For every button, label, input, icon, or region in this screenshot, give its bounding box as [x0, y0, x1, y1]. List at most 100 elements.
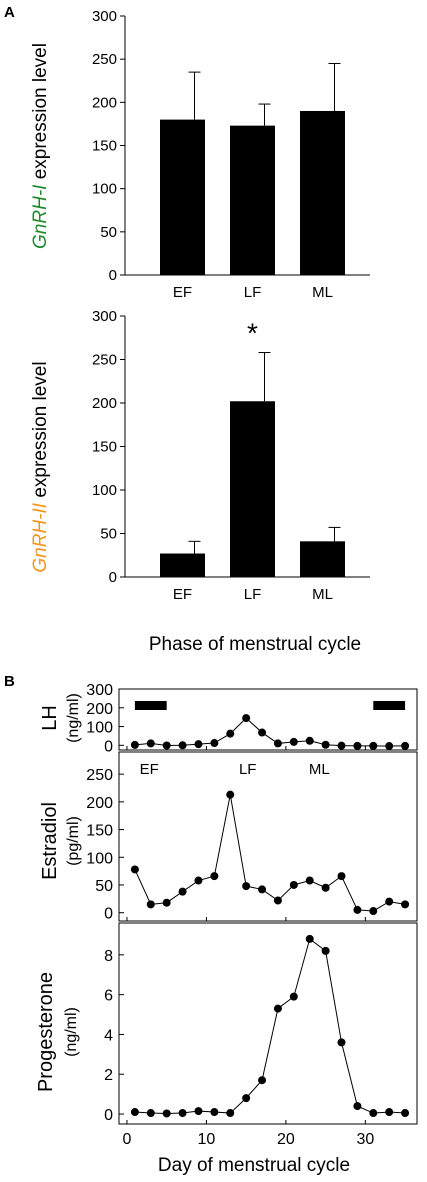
phase-bar [134, 701, 167, 710]
phase-bar [373, 701, 406, 710]
x-tick-label: LF [244, 284, 262, 301]
y-axis-label: Estradiol [39, 802, 61, 880]
y-tick-label: 6 [104, 988, 113, 1005]
y-tick-label: 50 [95, 878, 113, 895]
data-point [353, 741, 362, 750]
data-point [353, 1102, 362, 1111]
y-tick-label: 0 [109, 267, 117, 284]
panel-label-b: B [4, 673, 15, 690]
y-axis-unit: (ng/ml) [65, 693, 82, 743]
bar-ml [300, 541, 345, 577]
data-point [369, 741, 378, 750]
y-tick-label: 0 [104, 1107, 113, 1124]
data-point [401, 900, 410, 909]
y-tick-label: 100 [92, 482, 117, 499]
data-point [353, 905, 362, 914]
data-point [210, 739, 219, 748]
significance-marker: * [247, 318, 258, 349]
estradiol-line-chart: Estradiol (pg/ml) 0 50 100 150 200 250 EF LF ML [39, 751, 418, 923]
data-point [385, 1108, 394, 1117]
data-point [210, 872, 219, 881]
data-point [194, 1107, 203, 1116]
data-point [242, 882, 251, 891]
data-point [305, 736, 314, 745]
data-point [146, 739, 155, 748]
data-point [369, 1109, 378, 1118]
data-point [289, 737, 298, 746]
y-axis-label-gene: GnRH-I [30, 184, 51, 249]
y-tick-label: 50 [100, 526, 117, 543]
data-point [337, 872, 346, 881]
data-point [226, 790, 235, 799]
y-tick-label: 150 [92, 439, 117, 456]
y-axis-label-rest: expression level [30, 361, 51, 503]
y-tick-label: 200 [92, 94, 117, 111]
data-point [194, 740, 203, 749]
y-axis-label: GnRH-I expression level [30, 43, 51, 249]
x-tick-label: 10 [198, 1131, 216, 1148]
x-tick-label: 0 [122, 1131, 131, 1148]
x-axis-label: Day of menstrual cycle [158, 1155, 350, 1176]
x-tick-label: EF [173, 284, 192, 301]
phase-label: LF [239, 761, 257, 778]
bar-ml [300, 110, 345, 275]
data-point [178, 741, 187, 750]
y-tick-label: 150 [86, 823, 113, 840]
data-point [194, 876, 203, 885]
phase-label: EF [140, 761, 159, 778]
panel-label-a: A [4, 4, 15, 21]
y-tick-label: 100 [86, 720, 113, 737]
data-point [258, 1076, 267, 1085]
y-tick-label: 250 [92, 352, 117, 369]
data-point [273, 1004, 282, 1013]
data-point [385, 897, 394, 906]
data-point [321, 946, 330, 955]
bar-lf [230, 401, 275, 577]
data-point [210, 1108, 219, 1117]
svg-text:GnRH-II expression level: GnRH-II expression level [30, 361, 51, 572]
y-axis-label: GnRH-II expression level [30, 361, 51, 572]
bar-ef [160, 553, 205, 577]
plot-frame [118, 751, 418, 922]
data-point [242, 1094, 251, 1103]
data-point [130, 865, 139, 874]
plot-frame [118, 922, 418, 1125]
data-point [385, 742, 394, 751]
bar-lf [230, 125, 275, 275]
y-tick-label: 100 [86, 850, 113, 867]
series-line [134, 938, 406, 1114]
data-point [146, 1109, 155, 1118]
y-tick-label: 300 [92, 308, 117, 325]
y-tick-label: 2 [104, 1067, 113, 1084]
series-line [134, 717, 406, 747]
y-tick-label: 300 [92, 8, 117, 25]
y-tick-label: 250 [92, 51, 117, 68]
x-tick-label: 30 [356, 1131, 374, 1148]
data-point [369, 907, 378, 916]
data-point [305, 934, 314, 943]
data-point [130, 1108, 139, 1117]
y-axis-unit: (ng/ml) [63, 1007, 80, 1057]
data-point [289, 992, 298, 1001]
data-point [130, 740, 139, 749]
bar-ef [160, 119, 205, 275]
y-axis-label-gene: GnRH-II [30, 502, 51, 572]
x-axis-label: Phase of menstrual cycle [149, 634, 361, 655]
data-point [162, 1109, 171, 1118]
phase-label: ML [309, 761, 330, 778]
data-point [242, 714, 251, 723]
gnrh1-bar-chart: GnRH-I expression level 0 50 100 150 200 250 3… [30, 8, 370, 301]
data-point [273, 739, 282, 748]
data-point [337, 1038, 346, 1047]
data-point [178, 1109, 187, 1118]
y-axis-unit: (pg/ml) [65, 816, 82, 866]
y-tick-label: 200 [86, 795, 113, 812]
y-tick-label: 100 [92, 181, 117, 198]
data-point [146, 900, 155, 909]
x-tick-label: ML [312, 284, 333, 301]
y-axis-label-rest: expression level [30, 43, 51, 185]
x-tick-label: ML [312, 586, 333, 603]
data-point [162, 741, 171, 750]
data-point [289, 880, 298, 889]
